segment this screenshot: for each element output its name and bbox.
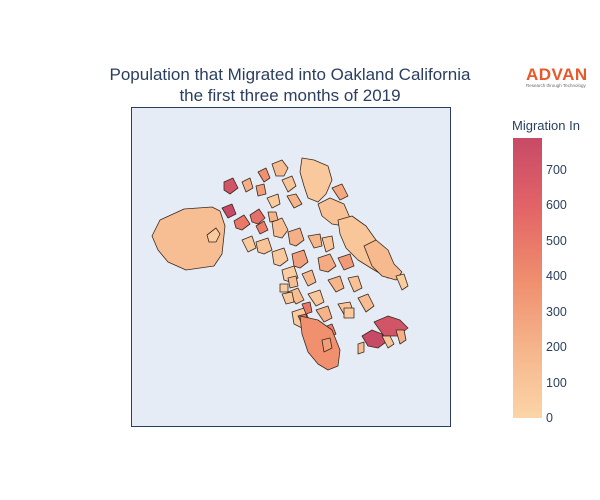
advan-logo: ADVAN Research through Technology	[526, 66, 596, 89]
census-tract-region[interactable]	[363, 239, 403, 281]
colorbar-tick: 400	[546, 269, 567, 284]
census-tract-region[interactable]	[381, 335, 395, 349]
census-tract-region[interactable]	[299, 157, 333, 203]
census-tract-region[interactable]	[255, 237, 273, 255]
census-tract-region[interactable]	[271, 217, 289, 239]
colorbar-tick: 300	[546, 304, 567, 319]
census-tract-region[interactable]	[291, 249, 309, 269]
census-tract-region[interactable]	[307, 233, 323, 249]
census-tract-region[interactable]	[321, 235, 335, 253]
census-tract-region[interactable]	[327, 275, 345, 293]
census-tract-region[interactable]	[299, 315, 341, 371]
census-tract-region[interactable]	[281, 175, 297, 193]
census-tract-region[interactable]	[287, 275, 299, 289]
census-tract-region[interactable]	[233, 214, 251, 231]
census-tract-region[interactable]	[395, 273, 409, 291]
census-tract-region[interactable]	[279, 283, 289, 293]
census-tract-region[interactable]	[271, 247, 289, 267]
census-tract-region[interactable]	[395, 329, 407, 345]
census-tract-region[interactable]	[301, 301, 313, 315]
colorbar-tick: 0	[546, 411, 553, 425]
census-tract-region[interactable]	[317, 253, 337, 273]
colorbar-tick: 500	[546, 233, 567, 248]
map-title: Population that Migrated into Oakland Ca…	[40, 64, 540, 106]
colorbar-tick: 700	[546, 162, 567, 177]
census-tract-region[interactable]	[267, 211, 279, 223]
census-tract-region[interactable]	[151, 206, 226, 271]
choropleth-map[interactable]	[132, 108, 450, 426]
census-tract-region[interactable]	[337, 253, 355, 271]
census-tract-region[interactable]	[257, 167, 271, 183]
census-tract-region[interactable]	[315, 305, 333, 323]
map-area[interactable]	[131, 107, 451, 427]
census-tract-region[interactable]	[241, 177, 254, 193]
map-title-line2: the first three months of 2019	[179, 86, 401, 105]
census-tract-region[interactable]	[255, 183, 267, 197]
logo-wordmark: ADVAN	[526, 65, 588, 84]
census-tract-region[interactable]	[347, 275, 363, 293]
census-tract-region[interactable]	[307, 289, 325, 307]
census-tract-region[interactable]	[343, 307, 355, 319]
census-tract-region[interactable]	[301, 269, 317, 287]
census-tract-region[interactable]	[331, 183, 349, 201]
census-tract-region[interactable]	[206, 227, 221, 243]
census-tract-region[interactable]	[266, 193, 281, 209]
colorbar-tick: 100	[546, 375, 567, 390]
census-tract-region[interactable]	[357, 293, 375, 313]
census-tract-region[interactable]	[249, 208, 266, 225]
census-tract-region[interactable]	[271, 159, 289, 177]
colorbar	[513, 138, 542, 418]
colorbar-tick: 600	[546, 198, 567, 213]
census-tract-region[interactable]	[281, 291, 295, 305]
census-tract-region[interactable]	[321, 337, 333, 353]
census-tract-region[interactable]	[286, 193, 303, 209]
colorbar-tick: 200	[546, 340, 567, 355]
census-tract-region[interactable]	[223, 177, 239, 195]
colorbar-title: Migration In	[512, 118, 580, 133]
census-tract-region[interactable]	[221, 203, 237, 219]
census-tract-region[interactable]	[241, 235, 257, 253]
census-tract-region[interactable]	[255, 220, 269, 235]
census-tract-region[interactable]	[357, 341, 365, 355]
census-tract-region[interactable]	[287, 227, 305, 247]
logo-tagline: Research through Technology	[526, 83, 586, 88]
map-title-line1: Population that Migrated into Oakland Ca…	[109, 65, 471, 84]
